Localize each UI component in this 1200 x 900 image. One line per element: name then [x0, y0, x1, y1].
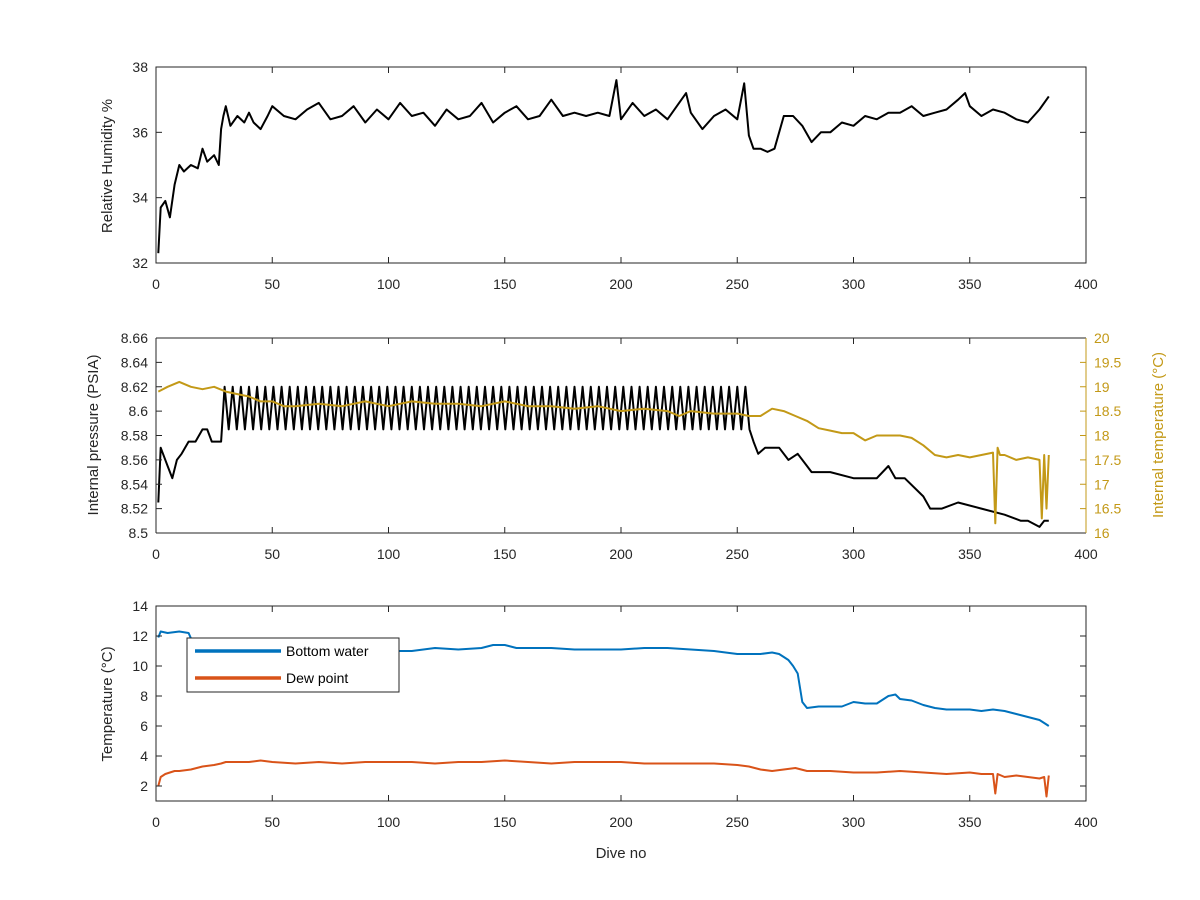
x-tick-label: 200 [609, 546, 633, 562]
y-tick-label: 2 [140, 778, 148, 794]
y-tick-label: 10 [132, 658, 148, 674]
humidity-y-axis-label: Relative Humidity % [99, 99, 116, 233]
temperature-y-ticks: 2 4 6 8 10 12 14 [132, 598, 1086, 794]
x-tick-label: 200 [609, 276, 633, 292]
x-tick-label: 100 [377, 814, 401, 830]
panel-pressure: 0 50 100 150 200 250 300 350 400 8.5 8.52 8.54 8.56… [85, 330, 1167, 562]
y-tick-label: 34 [132, 190, 148, 206]
internal-temperature-y-axis-label: Internal temperature (°C) [1150, 352, 1167, 518]
x-tick-label: 300 [842, 276, 866, 292]
legend-label-bottom-water: Bottom water [286, 643, 369, 659]
y-tick-label: 8.62 [121, 379, 148, 395]
y-tick-label: 8.56 [121, 452, 148, 468]
y-tick-label: 38 [132, 59, 148, 75]
legend-box [186, 637, 400, 693]
y-tick-label: 8.54 [121, 476, 148, 492]
x-tick-label: 150 [493, 546, 517, 562]
pressure-y-axis-label: Internal pressure (PSIA) [85, 355, 102, 516]
x-tick-label: 400 [1074, 814, 1098, 830]
y-tick-label: 8.58 [121, 428, 148, 444]
right-y-tick-label: 16 [1094, 525, 1110, 541]
x-tick-label: 0 [152, 546, 160, 562]
y-tick-label: 8.66 [121, 330, 148, 346]
right-y-tick-label: 18.5 [1094, 403, 1121, 419]
x-tick-label: 300 [842, 546, 866, 562]
humidity-axes-box [155, 66, 1087, 264]
x-tick-label: 100 [377, 546, 401, 562]
temperature-y-axis-label: Temperature (°C) [99, 646, 116, 761]
pressure-plot-area [157, 380, 1050, 528]
y-tick-label: 12 [132, 628, 148, 644]
x-tick-label: 0 [152, 276, 160, 292]
x-tick-label: 250 [726, 814, 750, 830]
y-tick-label: 36 [132, 124, 148, 140]
series-line-dew-point [157, 759, 1050, 798]
y-tick-label: 4 [140, 748, 148, 764]
x-tick-label: 400 [1074, 276, 1098, 292]
x-tick-label: 350 [958, 814, 982, 830]
right-y-tick-label: 19 [1094, 379, 1110, 395]
x-tick-label: 350 [958, 546, 982, 562]
pressure-y-ticks: 8.5 8.52 8.54 8.56 8.58 8.6 8.62 8.64 8.66 [121, 330, 162, 541]
series-line-series-1 [157, 385, 1049, 528]
x-tick-label: 50 [264, 546, 280, 562]
right-y-tick-label: 19.5 [1094, 354, 1121, 370]
y-tick-label: 8.64 [121, 354, 148, 370]
right-y-tick-label: 17.5 [1094, 452, 1121, 468]
temperature-x-ticks: 0 50 100 150 200 250 300 350 400 [152, 606, 1098, 830]
x-tick-label: 50 [264, 276, 280, 292]
x-tick-label: 100 [377, 276, 401, 292]
right-y-tick-label: 18 [1094, 428, 1110, 444]
x-tick-label: 200 [609, 814, 633, 830]
y-tick-label: 8.5 [129, 525, 149, 541]
x-tick-label: 250 [726, 546, 750, 562]
right-y-tick-label: 20 [1094, 330, 1110, 346]
y-tick-label: 6 [140, 718, 148, 734]
x-tick-label: 250 [726, 276, 750, 292]
x-tick-label: 400 [1074, 546, 1098, 562]
humidity-y-ticks: 32 34 36 38 [132, 59, 1086, 271]
panel-humidity: 0 50 100 150 200 250 300 350 400 32 34 36 38 Relati… [99, 59, 1098, 292]
x-tick-label: 350 [958, 276, 982, 292]
temperature-x-axis-label: Dive no [596, 845, 647, 862]
x-tick-label: 300 [842, 814, 866, 830]
x-tick-label: 50 [264, 814, 280, 830]
humidity-x-ticks: 0 50 100 150 200 250 300 350 400 [152, 67, 1098, 292]
legend: Bottom water Dew point [186, 637, 400, 693]
right-y-tick-label: 17 [1094, 476, 1110, 492]
y-tick-label: 8.6 [129, 403, 149, 419]
temperature-right-y-ticks: 16 16.5 17 17.5 18 18.5 19 19.5 20 [1080, 330, 1121, 541]
series-line-series-2 [157, 380, 1050, 525]
humidity-plot-area [157, 79, 1050, 254]
y-tick-label: 8.52 [121, 501, 148, 517]
series-line-series-1 [157, 79, 1050, 254]
x-tick-label: 0 [152, 814, 160, 830]
y-tick-label: 32 [132, 255, 148, 271]
pressure-x-ticks: 0 50 100 150 200 250 300 350 400 [152, 338, 1098, 562]
y-tick-label: 14 [132, 598, 148, 614]
x-tick-label: 150 [493, 814, 517, 830]
panel-temperature: 0 50 100 150 200 250 300 350 400 2 4 6 8 10 12 14 Temp… [99, 598, 1098, 862]
x-tick-label: 150 [493, 276, 517, 292]
y-tick-label: 8 [140, 688, 148, 704]
temperature-axes-box [155, 605, 1087, 802]
legend-label-dew-point: Dew point [286, 670, 348, 686]
right-y-tick-label: 16.5 [1094, 501, 1121, 517]
